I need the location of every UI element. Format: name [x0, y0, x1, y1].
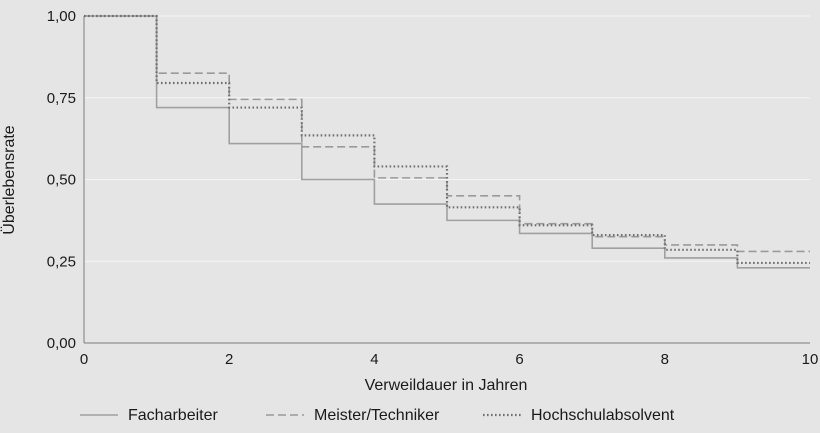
- x-tick-label: 4: [370, 351, 378, 368]
- grid: [84, 15, 810, 262]
- x-tick-label: 8: [661, 351, 669, 368]
- legend-label-2: Meister/Techniker: [314, 407, 440, 424]
- x-tick-labels: 0 2 4 6 8 10: [80, 351, 819, 368]
- legend-label-1: Facharbeiter: [128, 407, 218, 424]
- y-axis-title: Überlebensrate: [0, 125, 18, 235]
- x-tick-label: 0: [80, 351, 88, 368]
- x-tick-label: 6: [515, 351, 523, 368]
- y-tick-label: 0,50: [47, 172, 76, 189]
- legend: Facharbeiter Meister/Techniker Hochschulab…: [80, 407, 675, 424]
- y-tick-label: 0,75: [47, 90, 76, 107]
- series-line-1: [84, 15, 810, 269]
- x-tick-label: 2: [225, 351, 233, 368]
- y-tick-label: 0,00: [47, 335, 76, 352]
- x-axis-title: Verweildauer in Jahren: [365, 377, 528, 394]
- series-lines: [84, 14, 810, 269]
- x-tick-label: 10: [802, 351, 819, 368]
- series-line-3: [84, 14, 810, 264]
- y-tick-label: 1,00: [47, 8, 76, 25]
- y-tick-label: 0,25: [47, 253, 76, 270]
- legend-label-3: Hochschulabsolvent: [531, 407, 675, 424]
- axes: [83, 16, 810, 344]
- y-tick-labels: 0,00 0,25 0,50 0,75 1,00: [47, 8, 76, 352]
